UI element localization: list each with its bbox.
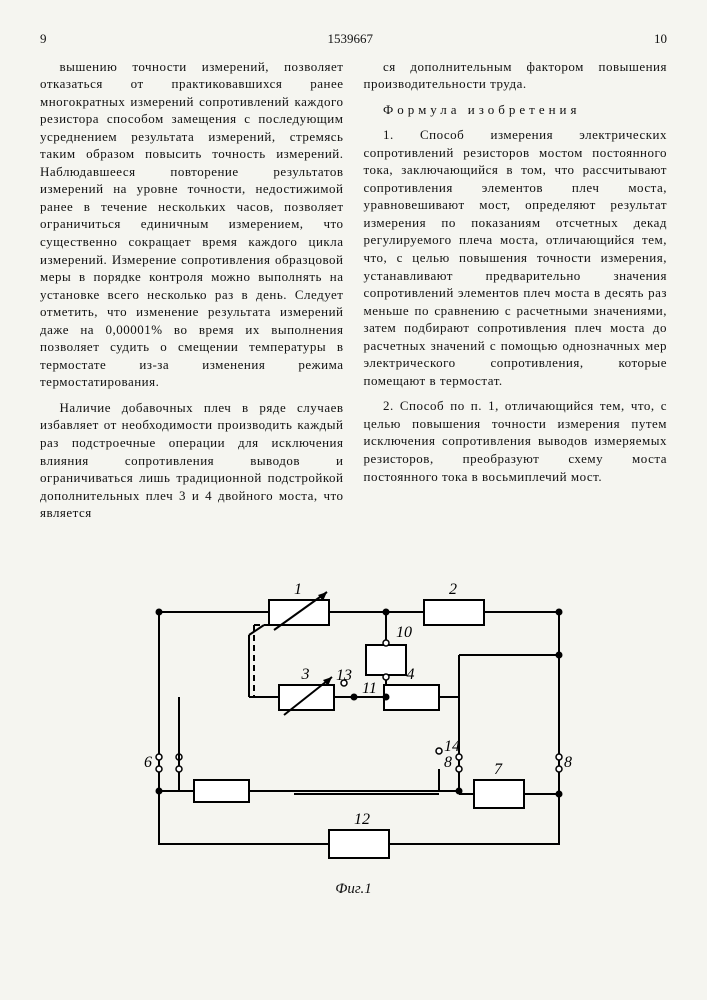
svg-text:4: 4	[406, 666, 414, 683]
patent-number: 1539667	[328, 30, 374, 48]
right-p3: 2. Способ по п. 1, отличающийся тем, что…	[364, 397, 668, 485]
figure-1: 121034131168814712 Фиг.1	[40, 555, 667, 899]
svg-text:11: 11	[362, 680, 377, 697]
left-p2: Наличие добавочных плеч в ряде случаев и…	[40, 399, 344, 522]
left-column: вышению точности измерений, позволяет от…	[40, 58, 344, 530]
right-column: ся дополнительным фактором повышения про…	[364, 58, 668, 530]
svg-text:6: 6	[144, 754, 152, 771]
svg-text:3: 3	[300, 666, 309, 683]
svg-text:1: 1	[294, 581, 302, 598]
right-p1: ся дополнительным фактором повышения про…	[364, 58, 668, 93]
left-p1: вышению точности измерений, позволяет от…	[40, 58, 344, 391]
svg-text:12: 12	[354, 811, 370, 828]
svg-text:10: 10	[396, 624, 412, 641]
page-left: 9	[40, 30, 47, 48]
page-right: 10	[654, 30, 667, 48]
svg-text:2: 2	[449, 581, 457, 598]
svg-text:7: 7	[494, 761, 503, 778]
right-p2: 1. Способ измерения электрических сопрот…	[364, 126, 668, 389]
svg-text:8: 8	[444, 754, 452, 771]
svg-text:13: 13	[336, 667, 352, 684]
figure-label: Фиг.1	[40, 879, 667, 899]
formula-title: Формула изобретения	[364, 101, 668, 119]
svg-text:8: 8	[564, 754, 572, 771]
svg-text:14: 14	[444, 738, 460, 755]
